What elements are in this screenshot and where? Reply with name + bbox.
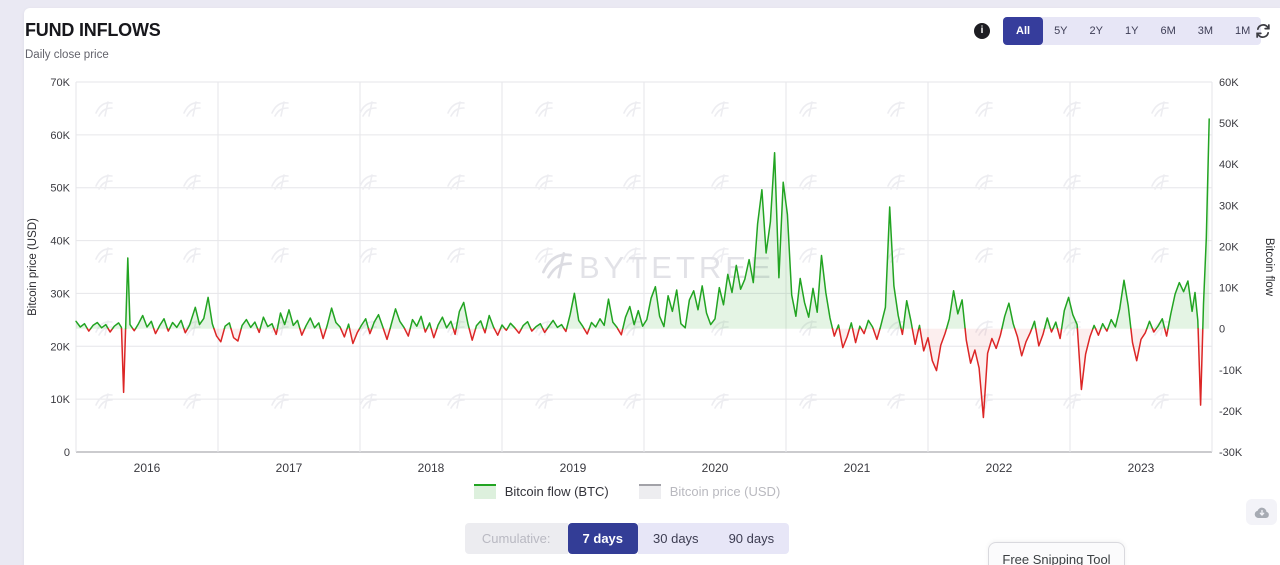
- cumulative-label: Cumulative:: [464, 523, 568, 554]
- page-subtitle: Daily close price: [25, 49, 109, 61]
- range-button-2y[interactable]: 2Y: [1079, 17, 1114, 45]
- cumulative-control: Cumulative: 7 days 30 days 90 days: [0, 523, 1254, 554]
- legend-swatch-icon: [473, 484, 496, 499]
- range-button-all[interactable]: All: [1003, 17, 1044, 45]
- legend-item-price[interactable]: Bitcoin price (USD): [638, 484, 781, 499]
- chart-card: [24, 8, 1280, 565]
- range-button-1m[interactable]: 1M: [1224, 17, 1261, 45]
- legend-item-flow[interactable]: Bitcoin flow (BTC): [473, 484, 609, 499]
- refresh-icon[interactable]: [1254, 22, 1272, 40]
- cumulative-buttons: 7 days 30 days 90 days: [567, 523, 790, 554]
- refresh-icon-svg: [1256, 24, 1270, 38]
- download-chart-button[interactable]: [1246, 499, 1277, 525]
- range-button-group: All 5Y 2Y 1Y 6M 3M 1M: [1003, 17, 1262, 45]
- range-button-5y[interactable]: 5Y: [1043, 17, 1078, 45]
- snipping-tool-tooltip: Free Snipping Tool: [988, 542, 1125, 565]
- cloud-download-icon: [1254, 507, 1269, 518]
- chart-legend: Bitcoin flow (BTC) Bitcoin price (USD): [0, 484, 1254, 499]
- cumulative-button-90-days[interactable]: 90 days: [713, 523, 790, 554]
- legend-swatch-icon: [638, 484, 661, 499]
- cumulative-button-30-days[interactable]: 30 days: [638, 523, 714, 554]
- page-title: FUND INFLOWS: [25, 20, 161, 40]
- range-button-3m[interactable]: 3M: [1187, 17, 1224, 45]
- range-button-1y[interactable]: 1Y: [1114, 17, 1149, 45]
- range-button-6m[interactable]: 6M: [1149, 17, 1186, 45]
- legend-label: Bitcoin price (USD): [669, 484, 781, 499]
- info-icon[interactable]: i: [974, 23, 990, 39]
- cumulative-button-7-days[interactable]: 7 days: [567, 523, 639, 554]
- legend-label: Bitcoin flow (BTC): [504, 484, 609, 499]
